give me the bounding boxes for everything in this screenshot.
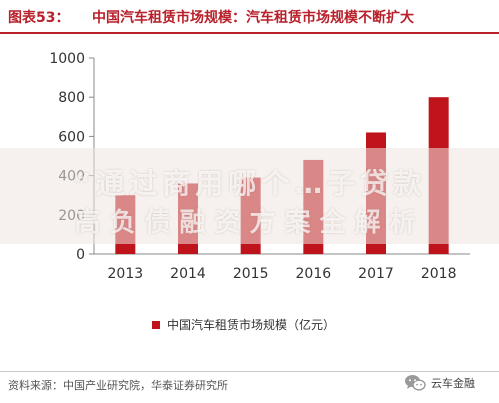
source-note: 资料来源：中国产业研究院，华泰证券研究所: [8, 379, 228, 392]
x-tick-label: 2015: [233, 266, 269, 282]
figure-header: 图表53： 中国汽车租赁市场规模：汽车租赁市场规模不断扩大: [0, 0, 499, 34]
watermark-line-2: 高负债融资方案全解析: [74, 208, 425, 238]
watermark-line-1: “通过商用哪个…子贷款: [72, 167, 427, 200]
y-tick-label: 600: [58, 129, 85, 145]
y-tick-label: 1000: [49, 51, 85, 67]
y-tick-label: 0: [76, 247, 85, 263]
legend: 中国汽车租赁市场规模（亿元）: [152, 316, 335, 333]
x-tick-label: 2016: [296, 266, 332, 282]
x-tick-label: 2013: [108, 266, 144, 282]
x-tick-label: 2017: [358, 266, 394, 282]
account-name: 云车金融: [431, 377, 475, 390]
footer-divider: [0, 371, 499, 372]
x-tick-label: 2018: [421, 266, 457, 282]
y-tick-label: 800: [58, 90, 85, 106]
wechat-icon: [405, 375, 426, 391]
figure-number: 图表53：: [8, 10, 70, 26]
figure-title: 中国汽车租赁市场规模：汽车租赁市场规模不断扩大: [92, 10, 414, 26]
account-badge: 云车金融: [404, 373, 475, 393]
watermark-overlay: “通过商用哪个…子贷款 高负债融资方案全解析: [0, 148, 499, 244]
x-tick-label: 2014: [170, 266, 206, 282]
legend-label: 中国汽车租赁市场规模（亿元）: [167, 318, 336, 332]
legend-swatch: [152, 320, 160, 329]
